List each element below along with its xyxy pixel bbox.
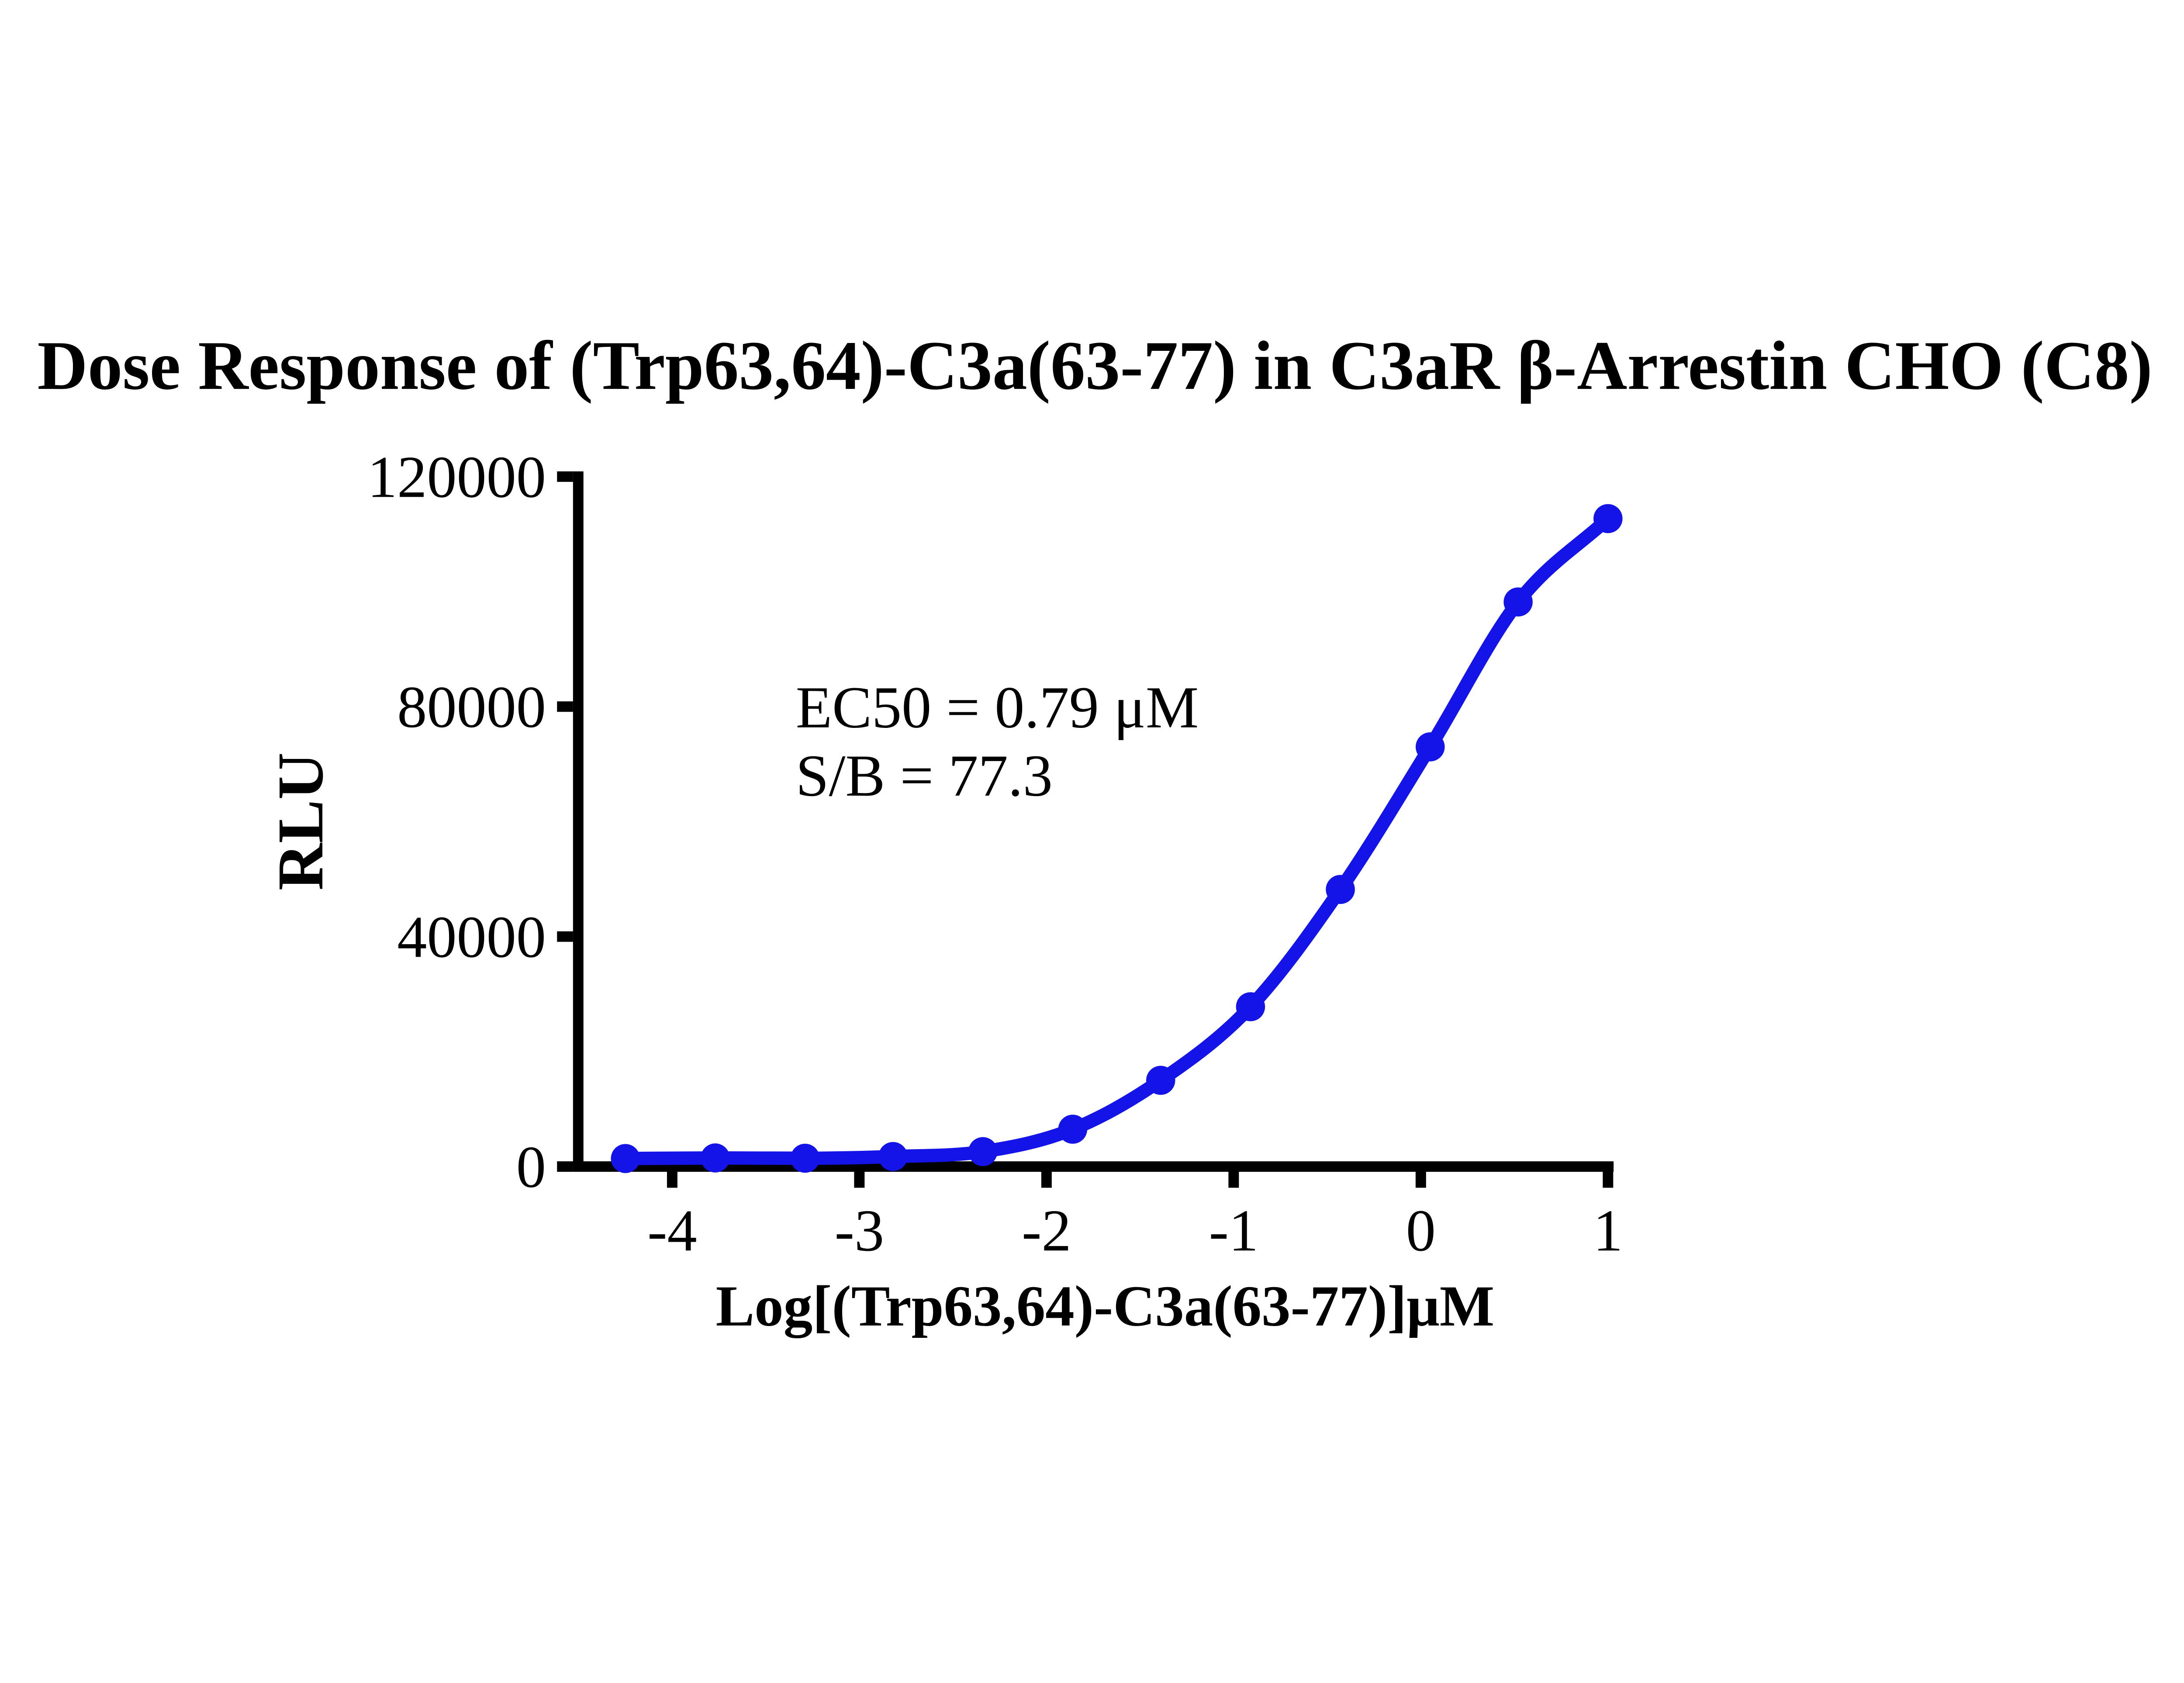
data-point-3 <box>878 1142 908 1171</box>
data-point-4 <box>968 1137 998 1167</box>
x-tick-label--3: -3 <box>835 1198 885 1264</box>
ec50-annotation: EC50 = 0.79 μM <box>796 675 1199 741</box>
data-point-0 <box>611 1144 640 1173</box>
data-point-10 <box>1503 587 1533 617</box>
sb-annotation: S/B = 77.3 <box>796 743 1053 809</box>
chart-title: Dose Response of (Trp63,64)-C3a(63-77) i… <box>37 327 2152 404</box>
y-axis-title: RLU <box>265 752 337 890</box>
x-tick-label--1: -1 <box>1209 1198 1259 1264</box>
data-point-1 <box>701 1143 730 1173</box>
data-point-8 <box>1326 875 1355 904</box>
y-tick-label-80000: 80000 <box>397 675 546 740</box>
x-tick-label-1: 1 <box>1593 1198 1623 1264</box>
x-tick-label--4: -4 <box>647 1198 697 1264</box>
data-point-2 <box>790 1143 820 1173</box>
data-point-9 <box>1416 732 1445 762</box>
y-tick-label-40000: 40000 <box>397 904 546 970</box>
data-point-7 <box>1236 992 1265 1022</box>
x-tick-label-0: 0 <box>1406 1198 1436 1264</box>
data-point-6 <box>1146 1066 1175 1095</box>
dose-response-series <box>611 504 1623 1173</box>
y-tick-label-0: 0 <box>516 1135 546 1200</box>
x-axis-title: Log[(Trp63,64)-C3a(63-77)]μM <box>716 1274 1495 1338</box>
y-tick-label-120000: 120000 <box>367 444 546 510</box>
data-point-5 <box>1058 1115 1088 1144</box>
x-tick-label--2: -2 <box>1022 1198 1071 1264</box>
fit-curve <box>619 512 1615 1165</box>
data-point-11 <box>1593 504 1623 533</box>
axes: 0 40000 80000 120000 -4 -3 -2 -1 0 1 <box>367 444 1623 1264</box>
